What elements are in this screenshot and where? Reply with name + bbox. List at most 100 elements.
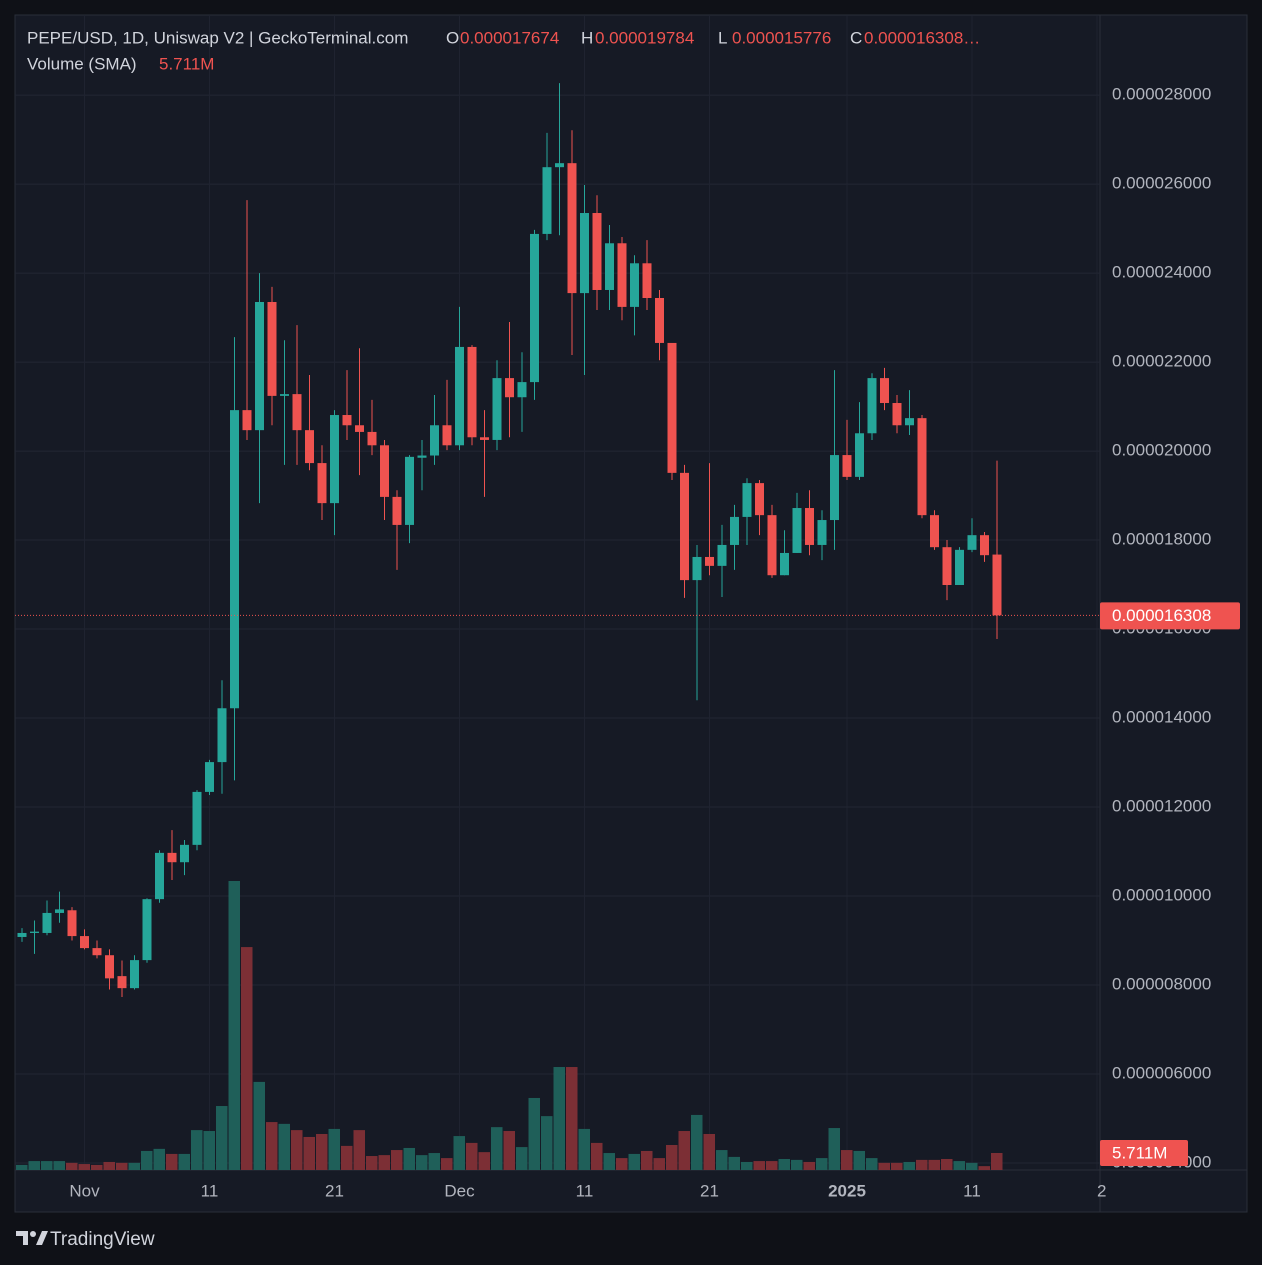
candle-body: [380, 445, 389, 497]
candle-body: [267, 302, 277, 396]
candle-body: [867, 378, 877, 434]
volume-bar: [753, 1161, 765, 1170]
volume-bar: [316, 1133, 328, 1170]
volume-bar: [178, 1153, 190, 1170]
volume-bar: [716, 1150, 728, 1170]
volume-bar: [628, 1153, 640, 1170]
candle-body: [392, 496, 402, 525]
candle-body: [955, 549, 964, 586]
candle-body: [917, 418, 927, 516]
candle-body: [780, 552, 789, 576]
tradingview-logo: TradingView: [16, 1229, 155, 1250]
volume-bar: [103, 1161, 115, 1170]
candle-body: [30, 931, 39, 933]
candle-body: [330, 415, 339, 504]
volume-bar: [553, 1067, 565, 1170]
x-tick-label: Nov: [69, 1181, 100, 1200]
x-tick-label: 21: [700, 1181, 719, 1200]
candle-body: [792, 508, 802, 553]
candle-body: [680, 472, 689, 581]
candle-body: [855, 433, 864, 477]
candle-body: [705, 556, 714, 566]
candle-body: [455, 346, 464, 446]
candle-body: [167, 852, 177, 863]
volume-bar: [403, 1147, 415, 1170]
chart-frame: [14, 14, 1248, 1213]
volume-bar: [41, 1161, 53, 1170]
symbol-title: PEPE/USD, 1D, Uniswap V2 | GeckoTerminal…: [27, 28, 408, 47]
candle-body: [342, 415, 352, 426]
x-tick-label: 21: [325, 1181, 344, 1200]
ohlc-key: C: [850, 28, 862, 47]
x-tick-label: 11: [576, 1181, 594, 1200]
candle-body: [192, 791, 202, 845]
volume-bar: [791, 1159, 803, 1170]
candle-body: [492, 378, 502, 440]
y-tick-label: 0.000020000: [1112, 441, 1211, 460]
logo-dot: [30, 1231, 36, 1237]
candle-body: [805, 508, 814, 545]
volume-bar: [878, 1162, 890, 1170]
candle-body: [742, 483, 752, 517]
volume-bar: [116, 1162, 128, 1170]
candle-body: [942, 547, 952, 586]
volume-bar: [166, 1153, 178, 1170]
candle-body: [905, 418, 914, 426]
ohlc-value: 0.000016308…: [864, 28, 980, 47]
volume-bar: [728, 1156, 740, 1170]
volume-bar: [691, 1114, 703, 1170]
volume-bar: [916, 1159, 928, 1170]
legend: PEPE/USD, 1D, Uniswap V2 | GeckoTerminal…: [27, 28, 980, 73]
candle-body: [592, 213, 602, 290]
volume-bar: [666, 1144, 678, 1170]
volume-bar: [291, 1130, 303, 1170]
y-tick-label: 0.000008000: [1112, 975, 1211, 994]
volume-bar: [641, 1150, 653, 1170]
y-tick-label: 0.000022000: [1112, 352, 1211, 371]
x-tick-label: 2: [1097, 1181, 1106, 1200]
volume-bar: [66, 1162, 78, 1170]
candle-body: [992, 554, 1002, 616]
x-tick-label: 11: [963, 1181, 981, 1200]
volume-bar: [966, 1162, 978, 1170]
volume-bar: [816, 1158, 828, 1170]
logo-mark: [36, 1231, 48, 1245]
candle-body: [367, 431, 377, 446]
candle-body: [830, 455, 839, 521]
last-volume-badge: [1100, 1140, 1188, 1167]
volume-bar: [91, 1164, 103, 1170]
volume-bar: [603, 1153, 615, 1170]
ohlc-value: 0.000019784: [595, 28, 694, 47]
branding: TradingView: [50, 1229, 155, 1250]
candle-body: [430, 425, 439, 456]
volume-bar: [803, 1161, 815, 1170]
y-tick-label: 0.000024000: [1112, 263, 1211, 282]
candle-body: [767, 515, 777, 576]
candle-body: [180, 844, 189, 863]
volume-bar: [678, 1131, 690, 1170]
candle-body: [467, 346, 477, 438]
volume-bar: [53, 1161, 65, 1170]
y-tick-label: 0.000028000: [1112, 85, 1211, 104]
volume-bar: [253, 1081, 265, 1170]
candle-body: [517, 382, 527, 398]
candle-body: [305, 430, 314, 464]
volume-bar: [78, 1164, 90, 1170]
candle-body: [67, 910, 77, 937]
volume-bar: [991, 1153, 1003, 1170]
candle-body: [730, 516, 739, 545]
candle-body: [292, 394, 302, 431]
volume-bar: [353, 1130, 365, 1170]
logo-mark: [16, 1231, 28, 1245]
ohlc-key: H: [581, 28, 593, 47]
candle-body: [117, 976, 127, 989]
candle-body: [80, 936, 89, 949]
candle-body: [280, 394, 289, 396]
candle-body: [880, 378, 889, 404]
candle-body: [105, 955, 114, 979]
candle-body: [892, 403, 902, 426]
volume-bar: [16, 1164, 28, 1170]
candle-body: [667, 342, 677, 473]
